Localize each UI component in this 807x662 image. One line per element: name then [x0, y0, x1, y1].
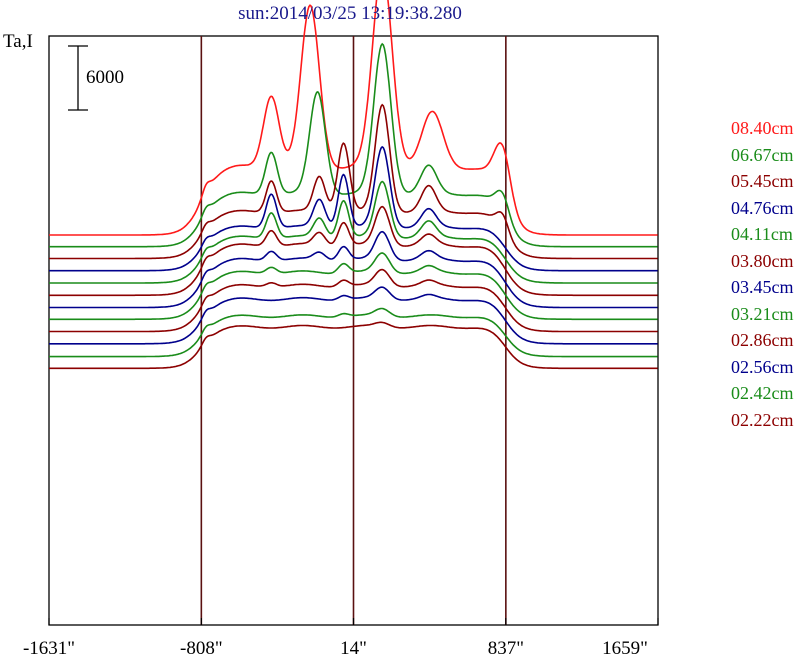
series-line-02.56cm [49, 286, 658, 345]
series-line-05.45cm [49, 103, 658, 260]
x-tick-label-0: -1631" [22, 638, 76, 659]
legend-entry-03.21cm: 03.21cm [731, 303, 794, 324]
legend-entry-08.40cm: 08.40cm [731, 118, 794, 138]
x-tick-label-1: -808" [180, 638, 223, 659]
x-tick-label-4: 1659" [602, 638, 648, 659]
series-line-04.11cm [49, 180, 658, 284]
legend-entry-02.42cm: 02.42cm [731, 383, 794, 403]
series-line-02.22cm [49, 321, 658, 370]
legend-entry-05.45cm: 05.45cm [731, 171, 794, 191]
series-line-03.45cm [49, 230, 658, 309]
legend-entry-02.86cm: 02.86cm [731, 330, 794, 350]
chart-title: sun:2014/03/25 13:19:38.280 [238, 3, 462, 24]
legend-entry-02.22cm: 02.22cm [731, 409, 794, 430]
series-line-02.86cm [49, 268, 658, 333]
scale-bar-label: 6000 [86, 67, 124, 88]
series-line-04.76cm [49, 145, 658, 272]
series-line-03.80cm [49, 205, 658, 297]
legend-entry-03.45cm: 03.45cm [731, 277, 794, 297]
series-lines [49, 0, 658, 370]
legend-entry-02.56cm: 02.56cm [731, 356, 794, 377]
legend-entry-06.67cm: 06.67cm [731, 144, 794, 165]
series-line-08.40cm [49, 0, 658, 236]
scale-bar [68, 45, 88, 111]
legend-entry-03.80cm: 03.80cm [731, 250, 794, 271]
legend-entry-04.76cm: 04.76cm [731, 197, 794, 218]
x-tick-label-2: 14" [340, 638, 367, 659]
legend-entry-04.11cm: 04.11cm [731, 224, 793, 244]
y-axis-label: Ta,I [3, 31, 33, 52]
vertical-lines [200, 36, 507, 625]
series-line-02.42cm [49, 307, 658, 358]
series-line-03.21cm [49, 252, 658, 321]
x-tick-marks [48, 618, 659, 625]
x-tick-label-3: 837" [487, 638, 524, 659]
